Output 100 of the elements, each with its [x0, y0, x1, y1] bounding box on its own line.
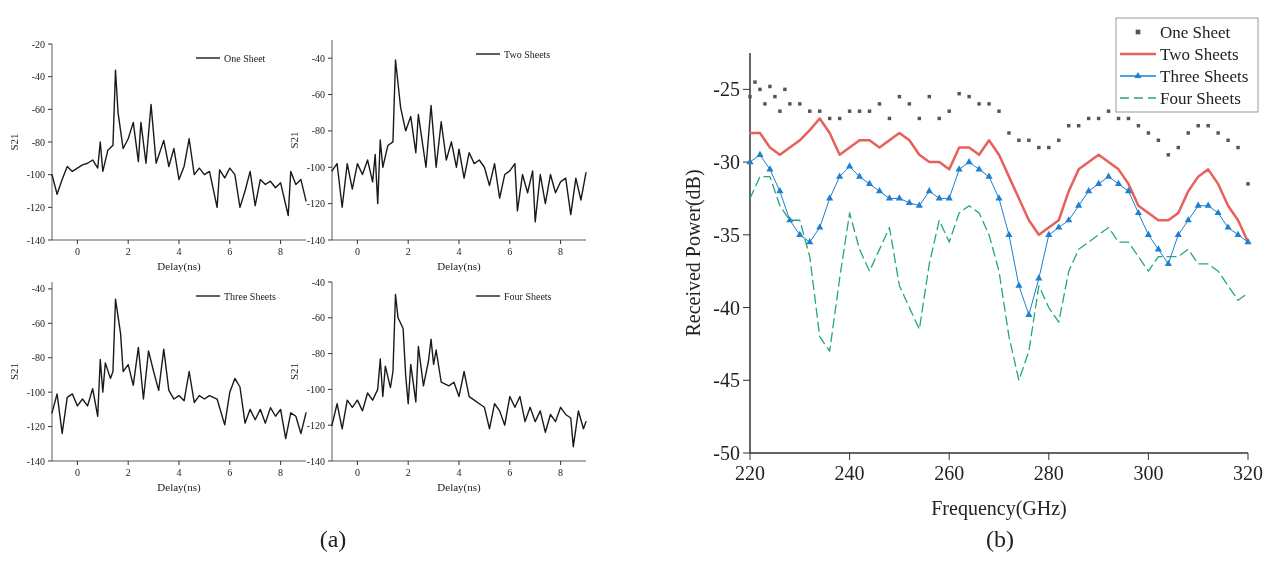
y-tick-label: -50	[713, 442, 740, 464]
y-tick-label: -120	[26, 421, 45, 433]
text: (b)	[986, 526, 1014, 552]
x-axis-title: Delay(ns)	[157, 481, 202, 494]
x-axis-title: Delay(ns)	[437, 481, 482, 494]
x-tick-label: 8	[558, 467, 564, 478]
point	[746, 157, 754, 165]
point	[826, 194, 834, 201]
point	[1186, 131, 1190, 135]
y-tick-label: -140	[26, 455, 45, 467]
legend-label: Two Sheets	[1160, 44, 1239, 64]
line-series	[331, 293, 587, 448]
point	[1214, 208, 1222, 216]
y-tick-label: -40	[713, 296, 740, 319]
x-tick-label: 2	[125, 467, 131, 478]
line-series	[51, 69, 307, 217]
point	[1095, 179, 1103, 186]
x-tick-label: 2	[125, 246, 131, 257]
y-tick-label: -45	[713, 369, 740, 392]
y-tick-label: -120	[306, 198, 325, 210]
point	[915, 201, 923, 208]
point	[1037, 145, 1041, 150]
point	[847, 109, 852, 113]
point	[798, 102, 802, 106]
x-tick-label: 4	[456, 246, 462, 257]
point	[865, 179, 874, 186]
legend-label: Three Sheets	[1160, 66, 1249, 86]
point	[1085, 187, 1093, 194]
y-tick-label: -140	[306, 234, 325, 246]
point	[758, 87, 762, 92]
y-tick-label: -120	[26, 201, 45, 213]
x-tick-label: 6	[507, 246, 513, 257]
point	[1246, 182, 1250, 186]
y-tick-label: -40	[311, 276, 325, 288]
point	[856, 172, 864, 179]
x-tick-label: 220	[735, 462, 765, 484]
point	[1184, 216, 1192, 223]
legend-label: Three Sheets	[224, 290, 277, 302]
point	[1047, 145, 1051, 150]
point	[985, 172, 993, 179]
legend-label: Four Sheets	[1160, 88, 1241, 108]
point	[995, 194, 1003, 201]
point	[1144, 230, 1152, 237]
legend-label: Four Sheets	[504, 290, 552, 302]
point	[773, 94, 777, 99]
y-tick-label: -30	[713, 151, 740, 174]
x-tick-label: 8	[278, 246, 284, 257]
y-axis-title: Received Power(dB)	[682, 169, 705, 337]
point	[763, 102, 767, 106]
point	[905, 198, 913, 205]
point	[1134, 208, 1142, 216]
y-axis-title: S21	[288, 131, 300, 149]
point	[1206, 124, 1210, 128]
point	[1027, 138, 1031, 142]
x-tick-label: 240	[834, 462, 865, 484]
point	[1124, 187, 1133, 194]
x-tick-label: 0	[74, 467, 80, 478]
point	[788, 102, 792, 106]
x-axis-title: Frequency(GHz)	[931, 497, 1067, 520]
x-tick-label: 8	[558, 246, 564, 257]
point	[997, 109, 1001, 113]
point	[1005, 230, 1013, 237]
legend-label: One Sheet	[1160, 22, 1231, 42]
point	[1194, 201, 1202, 208]
y-tick-label: -40	[31, 71, 45, 83]
y-tick-label: -60	[311, 89, 325, 101]
point	[748, 94, 752, 99]
x-axis-title: Delay(ns)	[437, 260, 482, 273]
point	[1055, 223, 1063, 230]
x-tick-label: 300	[1133, 462, 1164, 484]
point	[778, 109, 782, 113]
point	[846, 162, 854, 169]
point	[1017, 138, 1021, 142]
point	[808, 109, 812, 113]
point	[1045, 230, 1053, 237]
point	[1164, 259, 1172, 266]
x-tick-label: 260	[934, 462, 965, 484]
y-tick-label: -80	[31, 352, 45, 364]
point	[1236, 145, 1240, 150]
x-tick-label: 0	[354, 467, 360, 478]
point	[1216, 131, 1220, 135]
point	[967, 94, 971, 99]
y-axis-title: S21	[288, 362, 300, 381]
x-tick-label: 280	[1033, 462, 1064, 484]
x-tick-label: 0	[74, 246, 80, 257]
point	[1075, 201, 1083, 208]
point	[925, 187, 933, 194]
y-tick-label: -80	[31, 136, 45, 148]
point	[947, 109, 951, 113]
point	[1166, 153, 1171, 157]
x-tick-label: 2	[405, 467, 411, 478]
point	[907, 102, 912, 106]
y-axis-title: S21	[8, 133, 20, 151]
text: (a)	[319, 526, 347, 552]
point	[987, 102, 991, 106]
y-tick-label: -100	[26, 386, 45, 398]
point	[957, 92, 961, 96]
point	[1204, 201, 1212, 208]
point	[768, 84, 772, 89]
y-tick-label: -40	[311, 52, 325, 64]
